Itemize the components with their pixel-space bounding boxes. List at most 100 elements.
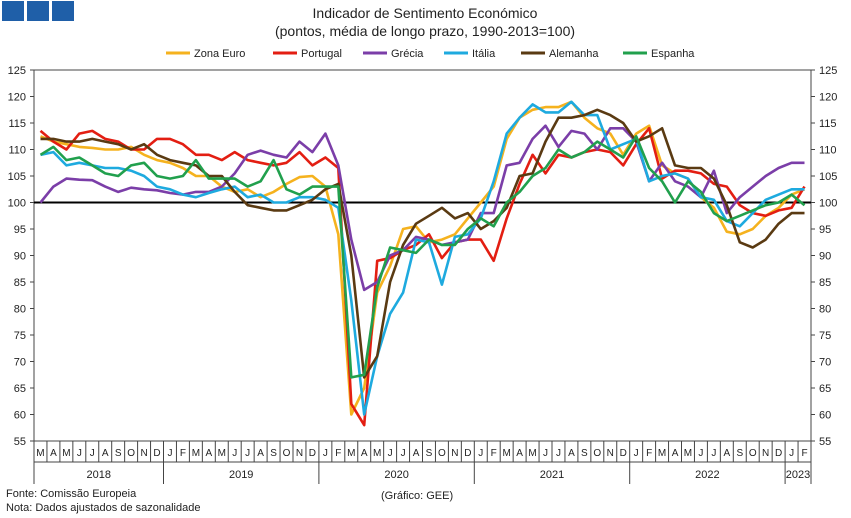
x-tick-label: M [192, 448, 200, 459]
x-tick-label: M [347, 448, 355, 459]
y-tick-label-left: 105 [8, 171, 26, 183]
x-tick-label: M [36, 448, 44, 459]
legend-label: Zona Euro [194, 48, 245, 60]
y-tick-label-right: 120 [819, 92, 837, 104]
chart-title: Indicador de Sentimento Económico [313, 5, 538, 21]
series-line-espanha [39, 135, 806, 379]
y-tick-label-left: 55 [14, 436, 26, 448]
x-tick-label: A [361, 448, 368, 459]
adjustment-note: Nota: Dados ajustados de sazonalidade [6, 502, 201, 514]
x-tick-label: J [698, 448, 703, 459]
legend-label: Alemanha [549, 48, 599, 60]
x-tick-label: M [373, 448, 381, 459]
x-tick-label: J [167, 448, 172, 459]
x-tick-label: S [426, 448, 433, 459]
y-tick-label-right: 85 [819, 277, 831, 289]
legend: Zona Euro Portugal Grécia Itália Alemanha Esp… [166, 48, 695, 60]
x-tick-label: A [102, 448, 109, 459]
x-tick-label: J [711, 448, 716, 459]
x-tick-label: J [77, 448, 82, 459]
y-tick-label-right: 60 [819, 410, 831, 422]
x-tick-label: A [50, 448, 57, 459]
x-tick-label: D [153, 448, 160, 459]
source-note: Fonte: Comissão Europeia [6, 488, 137, 500]
y-axis-right: 55 60 65 70 75 80 85 90 95 100 105 110 115 120 125 [811, 65, 837, 448]
y-tick-label-right: 105 [819, 171, 837, 183]
year-label: 2022 [695, 469, 719, 481]
y-tick-label-left: 90 [14, 251, 26, 263]
x-tick-label: A [257, 448, 264, 459]
x-tick-label: S [115, 448, 122, 459]
y-tick-label-right: 55 [819, 436, 831, 448]
x-tick-label: N [762, 448, 769, 459]
x-tick-label: N [296, 448, 303, 459]
y-tick-label-left: 125 [8, 65, 26, 77]
x-tick-label: J [478, 448, 483, 459]
series-line-zona-euro [40, 100, 805, 416]
series-line-portugal [39, 127, 806, 427]
x-tick-label: M [658, 448, 666, 459]
x-tick-label: S [736, 448, 743, 459]
x-tick-label: N [451, 448, 458, 459]
x-tick-label: F [801, 448, 807, 459]
x-tick-label: O [438, 448, 446, 459]
y-tick-label-right: 95 [819, 224, 831, 236]
x-tick-label: N [140, 448, 147, 459]
x-tick-label: M [218, 448, 226, 459]
x-tick-label: J [543, 448, 548, 459]
plot-frame [33, 69, 812, 442]
x-tick-label: J [556, 448, 561, 459]
y-tick-label-left: 85 [14, 277, 26, 289]
x-tick-label: M [62, 448, 70, 459]
year-label: 2021 [540, 469, 564, 481]
y-tick-label-right: 90 [819, 251, 831, 263]
y-tick-label-left: 120 [8, 92, 26, 104]
x-tick-label: O [593, 448, 601, 459]
y-axis-left: 55 60 65 70 75 80 85 90 95 100 105 110 115 120 125 [8, 65, 34, 448]
x-tick-label: J [789, 448, 794, 459]
y-tick-label-left: 60 [14, 410, 26, 422]
y-tick-label-right: 75 [819, 330, 831, 342]
x-tick-label: D [620, 448, 627, 459]
legend-label: Itália [472, 48, 496, 60]
y-tick-label-right: 80 [819, 304, 831, 316]
x-tick-label: J [245, 448, 250, 459]
x-tick-label: M [684, 448, 692, 459]
y-tick-label-right: 115 [819, 118, 837, 130]
x-tick-label: F [335, 448, 341, 459]
x-tick-label: A [672, 448, 679, 459]
x-tick-label: D [309, 448, 316, 459]
x-tick-label: J [388, 448, 393, 459]
x-tick-label: F [646, 448, 652, 459]
y-tick-label-left: 115 [8, 118, 26, 130]
legend-label: Espanha [651, 48, 695, 60]
x-tick-label: F [180, 448, 186, 459]
y-tick-label-left: 80 [14, 304, 26, 316]
y-tick-label-left: 75 [14, 330, 26, 342]
y-tick-label-left: 95 [14, 224, 26, 236]
chart-subtitle: (pontos, média de longo prazo, 1990-2013… [275, 23, 575, 39]
y-tick-label-left: 70 [14, 357, 26, 369]
x-tick-label: M [503, 448, 511, 459]
series-line-grecia [39, 124, 805, 292]
x-tick-label: A [723, 448, 730, 459]
x-tick-label: M [528, 448, 536, 459]
x-tick-label: S [581, 448, 588, 459]
x-tick-label: J [232, 448, 237, 459]
logo [2, 1, 74, 21]
y-tick-label-right: 100 [819, 198, 837, 210]
year-label: 2023 [786, 469, 810, 481]
x-tick-label: D [464, 448, 471, 459]
x-tick-label: O [283, 448, 291, 459]
x-tick-label: A [568, 448, 575, 459]
y-tick-label-left: 110 [8, 145, 26, 157]
y-tick-label-left: 100 [8, 198, 26, 210]
x-tick-label: D [775, 448, 782, 459]
series-line-alemanha [40, 108, 805, 379]
x-tick-label: A [516, 448, 523, 459]
y-tick-label-right: 125 [819, 65, 837, 77]
legend-label: Grécia [391, 48, 424, 60]
y-tick-label-right: 65 [819, 383, 831, 395]
